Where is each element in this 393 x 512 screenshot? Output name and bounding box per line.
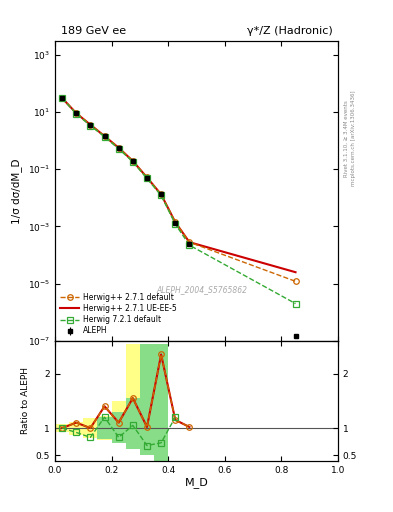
- Bar: [126, 344, 140, 444]
- Legend: Herwig++ 2.7.1 default, Herwig++ 2.7.1 UE-EE-5, Herwig 7.2.1 default, ALEPH: Herwig++ 2.7.1 default, Herwig++ 2.7.1 U…: [59, 291, 178, 337]
- Herwig 7.2.1 default: [187, 242, 192, 248]
- Bar: [112, 412, 126, 443]
- Herwig++ 2.7.1 UE-EE-5: [187, 239, 192, 245]
- Herwig++ 2.7.1 default: [187, 239, 192, 245]
- Herwig++ 2.7.1 UE-EE-5: [60, 95, 64, 101]
- Bar: [97, 416, 112, 440]
- Herwig++ 2.7.1 default: [74, 110, 79, 116]
- Herwig++ 2.7.1 UE-EE-5: [145, 175, 149, 181]
- Herwig 7.2.1 default: [159, 193, 163, 199]
- Herwig 7.2.1 default: [74, 111, 79, 117]
- Text: γ*/Z (Hadronic): γ*/Z (Hadronic): [246, 27, 332, 36]
- Bar: [69, 421, 83, 435]
- Herwig++ 2.7.1 UE-EE-5: [130, 158, 135, 164]
- Herwig++ 2.7.1 UE-EE-5: [159, 191, 163, 198]
- Herwig++ 2.7.1 default: [116, 145, 121, 151]
- Herwig++ 2.7.1 default: [60, 95, 64, 101]
- Herwig++ 2.7.1 default: [159, 191, 163, 198]
- Herwig++ 2.7.1 default: [173, 219, 178, 225]
- Herwig++ 2.7.1 UE-EE-5: [74, 110, 79, 116]
- Herwig++ 2.7.1 default: [293, 278, 298, 284]
- Bar: [55, 424, 69, 432]
- Bar: [97, 417, 112, 439]
- Herwig 7.2.1 default: [173, 221, 178, 227]
- Herwig 7.2.1 default: [130, 159, 135, 165]
- Herwig 7.2.1 default: [102, 134, 107, 140]
- Bar: [83, 418, 97, 438]
- Text: mcplots.cern.ch [arXiv:1306.3436]: mcplots.cern.ch [arXiv:1306.3436]: [351, 91, 356, 186]
- Herwig++ 2.7.1 default: [102, 133, 107, 139]
- Bar: [154, 344, 168, 461]
- Herwig++ 2.7.1 default: [88, 122, 93, 128]
- Herwig 7.2.1 default: [145, 176, 149, 182]
- Y-axis label: Ratio to ALEPH: Ratio to ALEPH: [21, 367, 30, 434]
- Bar: [126, 398, 140, 449]
- Herwig++ 2.7.1 UE-EE-5: [88, 122, 93, 128]
- Herwig++ 2.7.1 UE-EE-5: [116, 145, 121, 151]
- Text: ALEPH_2004_S5765862: ALEPH_2004_S5765862: [157, 285, 248, 294]
- Herwig 7.2.1 default: [60, 95, 64, 101]
- Text: Rivet 3.1.10, ≥ 3.4M events: Rivet 3.1.10, ≥ 3.4M events: [344, 100, 349, 177]
- Text: 189 GeV ee: 189 GeV ee: [61, 27, 126, 36]
- Herwig 7.2.1 default: [116, 146, 121, 152]
- Herwig++ 2.7.1 default: [130, 158, 135, 164]
- Herwig 7.2.1 default: [293, 301, 298, 307]
- Herwig++ 2.7.1 default: [145, 175, 149, 181]
- X-axis label: M_D: M_D: [185, 477, 208, 488]
- Herwig++ 2.7.1 UE-EE-5: [173, 219, 178, 225]
- Herwig++ 2.7.1 UE-EE-5: [293, 269, 298, 275]
- Bar: [140, 344, 154, 455]
- Line: Herwig 7.2.1 default: Herwig 7.2.1 default: [59, 95, 298, 306]
- Line: Herwig++ 2.7.1 default: Herwig++ 2.7.1 default: [59, 95, 298, 284]
- Herwig++ 2.7.1 UE-EE-5: [102, 133, 107, 139]
- Y-axis label: 1/σ dσ/dM_D: 1/σ dσ/dM_D: [11, 158, 22, 224]
- Line: Herwig++ 2.7.1 UE-EE-5: Herwig++ 2.7.1 UE-EE-5: [62, 98, 296, 272]
- Herwig 7.2.1 default: [88, 122, 93, 129]
- Bar: [112, 401, 126, 442]
